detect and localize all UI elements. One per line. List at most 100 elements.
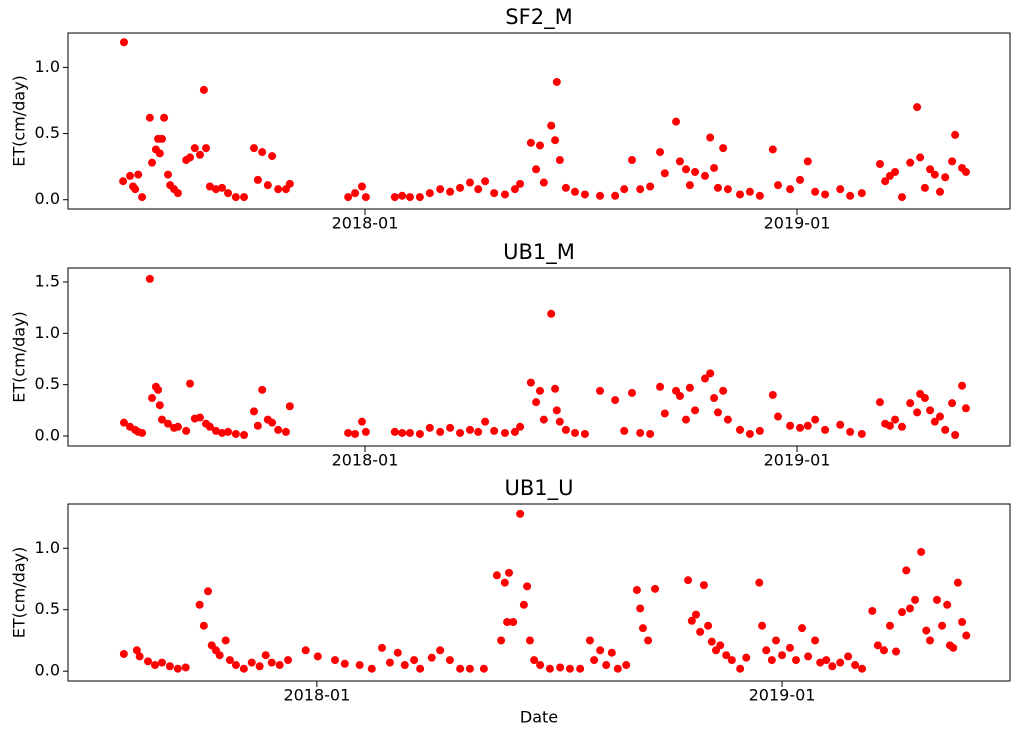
point — [255, 662, 264, 671]
point — [898, 608, 907, 617]
point — [274, 425, 283, 434]
point — [941, 173, 950, 182]
point — [154, 385, 163, 394]
point — [258, 385, 267, 394]
point — [516, 422, 525, 431]
point — [774, 412, 783, 421]
point — [580, 190, 589, 199]
point — [851, 661, 860, 670]
point — [897, 422, 906, 431]
point — [920, 183, 929, 192]
point — [905, 604, 914, 613]
point — [745, 429, 754, 438]
point — [902, 566, 911, 575]
point — [240, 193, 249, 202]
point — [500, 190, 509, 199]
point — [410, 656, 419, 665]
point — [844, 652, 853, 661]
point — [390, 427, 399, 436]
point — [263, 181, 272, 190]
point — [155, 401, 164, 410]
point — [456, 664, 465, 673]
point — [268, 152, 277, 161]
point — [258, 148, 267, 157]
point — [885, 621, 894, 630]
point — [691, 167, 700, 176]
point — [530, 656, 539, 665]
point — [857, 429, 866, 438]
point — [672, 117, 681, 126]
point — [285, 179, 294, 188]
point — [580, 429, 589, 438]
point — [195, 150, 204, 159]
point — [190, 144, 199, 153]
point — [613, 664, 622, 673]
point — [474, 185, 483, 194]
point — [551, 136, 560, 145]
point — [681, 415, 690, 424]
subplot-title: SF2_M — [505, 5, 572, 30]
point — [436, 427, 445, 436]
point — [446, 187, 455, 196]
point — [836, 185, 845, 194]
point — [710, 163, 719, 172]
point — [150, 661, 159, 670]
point — [205, 182, 214, 191]
y-axis-label: ET(cm/day) — [10, 75, 29, 167]
point — [796, 175, 805, 184]
point — [684, 576, 693, 585]
point — [526, 378, 535, 387]
point — [186, 153, 195, 162]
point — [596, 646, 605, 655]
point — [510, 427, 519, 436]
point — [555, 417, 564, 426]
point — [816, 658, 825, 667]
point — [218, 428, 227, 437]
y-axis-label: ET(cm/day) — [10, 547, 29, 639]
point — [119, 38, 128, 47]
subplot: UB1_M ET(cm/day) 0.0 0.5 1.0 1.5 2018-01 2019-0… — [10, 240, 1011, 470]
point — [767, 656, 776, 665]
point — [398, 191, 407, 200]
point — [660, 409, 669, 418]
point — [811, 636, 820, 645]
point — [701, 171, 710, 180]
point — [596, 386, 605, 395]
point — [846, 427, 855, 436]
point — [427, 653, 436, 662]
point — [510, 185, 519, 194]
point — [675, 391, 684, 400]
point — [607, 648, 616, 657]
point — [415, 193, 424, 202]
point — [941, 425, 950, 434]
point — [547, 309, 556, 318]
point — [638, 624, 647, 633]
point — [267, 658, 276, 667]
point — [231, 193, 240, 202]
point — [479, 664, 488, 673]
point — [119, 177, 128, 186]
point — [821, 425, 830, 434]
point — [165, 662, 174, 671]
point — [261, 651, 270, 660]
point — [803, 157, 812, 166]
point — [911, 595, 920, 604]
point — [762, 646, 771, 655]
point — [195, 600, 204, 609]
point — [719, 386, 728, 395]
point — [913, 408, 922, 417]
point — [351, 429, 360, 438]
point — [497, 636, 506, 645]
point — [157, 658, 166, 667]
point — [811, 187, 820, 196]
point — [561, 183, 570, 192]
point — [822, 656, 831, 665]
point — [157, 415, 166, 424]
point — [465, 178, 474, 187]
point — [492, 571, 501, 580]
point — [138, 428, 147, 437]
point — [930, 417, 939, 426]
point — [706, 133, 715, 142]
point — [925, 636, 934, 645]
